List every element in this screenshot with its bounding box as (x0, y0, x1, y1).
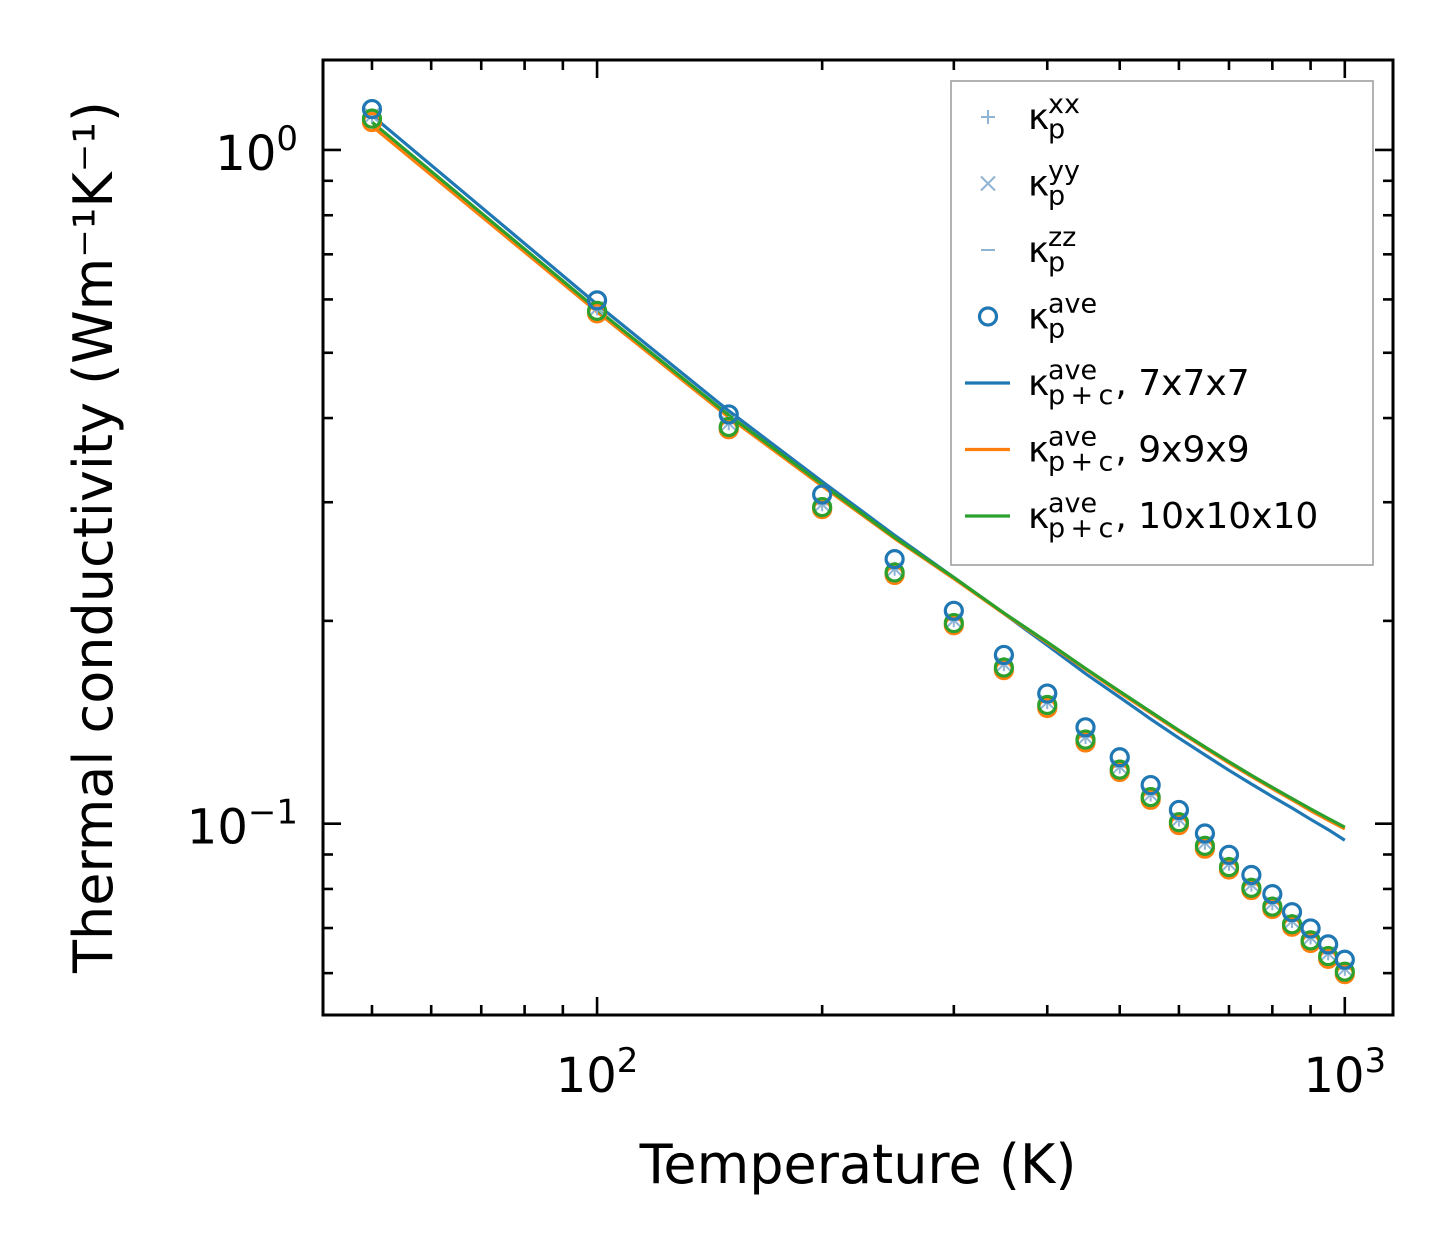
y-tick-label-1: 100 (215, 119, 298, 182)
series-line-kpc_ave_10x10x10 (370, 120, 1346, 829)
data-point-kp_ave_7x7x7-200 (812, 484, 833, 505)
data-point-kp_ave_7x7x7-650 (1194, 823, 1216, 844)
legend-marker-swatch (980, 175, 996, 192)
data-point-kp_ave_7x7x7-250 (884, 549, 905, 570)
data-point-kp_ave_10x10x10-350 (993, 657, 1014, 678)
data-point-kp_ave_7x7x7-500 (1109, 747, 1130, 768)
legend-label: κyy (1028, 156, 1080, 205)
data-point-kp_ave_10x10x10-650 (1194, 835, 1216, 856)
data-point-kp_ave_10x10x10-250 (884, 562, 905, 583)
legend-label-sub: p + c (1048, 513, 1113, 544)
data-point-kp_ave_7x7x7-800 (1262, 884, 1283, 905)
data-point-kp_ave_7x7x7-300 (943, 600, 964, 621)
legend-label: κave (1028, 422, 1097, 471)
data-point-kp_ave_7x7x7-900 (1300, 918, 1321, 939)
data-point-kp_ave_10x10x10-1000 (1334, 961, 1355, 982)
legend-label-sub: p + c (1048, 380, 1113, 411)
data-point-kp_ave_7x7x7-550 (1140, 774, 1161, 796)
data-point-kp_ave_10x10x10-600 (1168, 812, 1190, 833)
series-line-kpc_ave_7x7x7 (370, 114, 1346, 842)
x-axis-label: Temperature (K) (639, 1133, 1077, 1196)
data-point-kp_ave_10x10x10-400 (1037, 694, 1058, 716)
legend-label: κave (1028, 488, 1097, 537)
data-point-kp_ave_10x10x10-800 (1262, 896, 1283, 917)
legend-label: κave (1028, 355, 1097, 404)
legend-label-sub: p (1048, 247, 1065, 278)
data-point-kp_ave_7x7x7-1000 (1334, 949, 1355, 970)
data-point-kp_ave_7x7x7-50 (361, 98, 383, 120)
legend-label: κxx (1028, 89, 1080, 138)
data-point-kp_ave_7x7x7-850 (1281, 902, 1303, 923)
series-kp_ave_10x10x10 (361, 108, 1355, 982)
legend-marker-swatch (977, 306, 999, 327)
legend-label-sub: p (1048, 314, 1065, 345)
data-point-kp_ave_7x7x7-450 (1075, 717, 1096, 738)
data-point-kp_ave_10x10x10-50 (361, 108, 383, 129)
legend-marker-swatch (981, 110, 995, 124)
data-point-kp_ave_10x10x10-100 (586, 300, 608, 321)
plot-area (361, 98, 1355, 985)
data-point-kp_ave_7x7x7-700 (1218, 844, 1240, 865)
legend-label-extra: , 10x10x10 (1115, 496, 1318, 537)
legend-label-extra: , 7x7x7 (1115, 363, 1249, 404)
data-point-kp_ave_10x10x10-750 (1241, 877, 1262, 898)
y-axis-label: Thermal conductivity (Wm⁻¹K⁻¹) (62, 101, 125, 974)
x-tick-label-1000: 103 (1303, 1041, 1386, 1104)
data-point-kp_ave_10x10x10-500 (1109, 759, 1130, 780)
data-point-kp_ave_10x10x10-300 (943, 612, 964, 634)
data-point-kp_ave_10x10x10-150 (718, 416, 739, 438)
data-point-kp_ave_7x7x7-950 (1318, 934, 1339, 955)
series-kp_ave_7x7x7 (361, 98, 1355, 970)
data-point-kp_ave_10x10x10-200 (812, 497, 833, 518)
x-tick-label-100: 102 (556, 1041, 639, 1104)
data-point-kp_ave_10x10x10-550 (1140, 787, 1161, 808)
data-point-kp_ave_10x10x10-700 (1218, 857, 1240, 878)
legend-label: κave (1028, 289, 1097, 338)
data-point-kp_ave_10x10x10-450 (1075, 729, 1096, 750)
legend-label-sub: p (1048, 114, 1065, 145)
data-point-kp_ave_7x7x7-750 (1241, 864, 1262, 886)
legend-box (950, 80, 1374, 566)
axes: 102 103 100 10−1 (187, 58, 1395, 1104)
data-point-kp_ave_7x7x7-350 (993, 644, 1014, 666)
legend-label: κzz (1028, 222, 1076, 271)
axes-frame (321, 58, 1395, 1017)
y-tick-label-0.1: 10−1 (187, 793, 298, 856)
data-point-kp_ave_7x7x7-600 (1168, 799, 1190, 821)
legend-label-sub: p (1048, 181, 1065, 212)
legend-label-sub: p + c (1048, 447, 1113, 478)
data-point-kp_ave_10x10x10-850 (1281, 914, 1303, 935)
data-point-kp_ave_7x7x7-150 (718, 404, 739, 425)
legend-label-extra: , 9x9x9 (1115, 430, 1249, 471)
data-point-kp_ave_7x7x7-400 (1037, 683, 1058, 704)
data-point-kp_ave_7x7x7-100 (586, 290, 608, 311)
